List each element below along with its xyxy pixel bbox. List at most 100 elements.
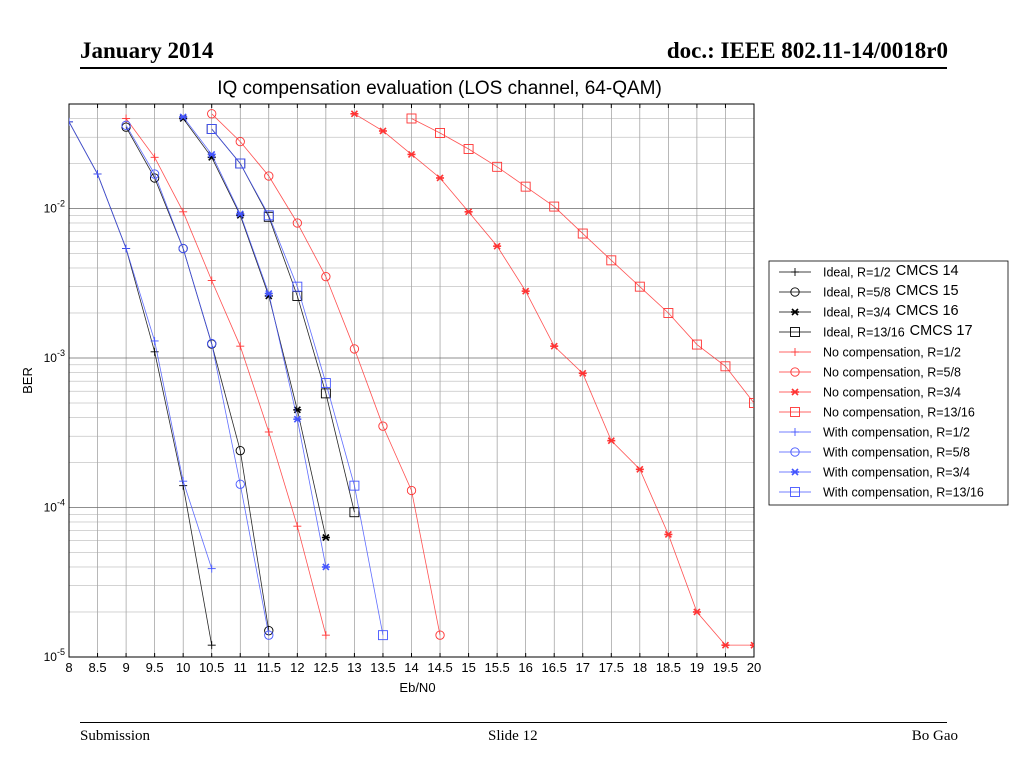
data-point [435,128,445,138]
legend-swatch-marker [790,447,800,457]
x-tick-label: 11.5 [257,660,281,675]
data-point [264,630,274,640]
data-point [206,124,217,134]
data-point [121,120,131,130]
x-tick-label: 11 [234,660,248,675]
series-10 [179,113,330,571]
series-line [411,118,754,404]
legend-label: No compensation, R=3/4 [823,386,961,400]
y-tick-label: 10-3 [44,348,65,365]
x-tick-label: 9 [122,660,129,675]
data-point [406,113,417,124]
data-point [207,338,217,349]
data-point [292,218,302,228]
data-point [122,244,131,253]
y-tick-label: 10-4 [44,497,65,514]
data-point [69,117,73,126]
x-tick-label: 19 [690,660,704,675]
legend-note: CMCS 15 [896,283,959,299]
series-7 [406,113,754,408]
data-point [349,507,360,518]
legend-swatch-marker [790,287,800,297]
x-axis-label: Eb/N0 [399,680,435,695]
legend-item: No compensation, R=3/4 [779,386,961,400]
footer-submission: Submission [80,728,151,744]
y-tick-label: 10-2 [44,198,65,215]
x-tick-label: 13.5 [370,660,395,675]
series-line [211,128,384,636]
legend-label: With compensation, R=5/8 [823,446,970,460]
x-tick-label: 14 [404,660,418,675]
data-point [292,281,303,292]
legend-label: No compensation, R=1/2 [823,346,961,360]
data-point [520,181,531,192]
data-point [321,631,330,640]
legend-swatch-marker [790,407,800,417]
legend-swatch-marker [791,428,799,436]
data-point [179,477,188,486]
data-point [750,641,754,649]
legend-label: With compensation, R=1/2 [823,426,970,440]
data-point [407,150,416,158]
legend-note: CMCS 17 [910,323,973,339]
series-8 [69,117,216,573]
x-tick-label: 18.5 [656,660,681,675]
data-point [207,150,216,158]
data-point [179,113,188,121]
data-point [436,174,445,182]
data-point [150,336,159,345]
legend-item: Ideal, R=5/8 CMCS 15 [779,283,959,300]
x-tick-label: 18 [633,660,647,675]
data-point [320,388,331,399]
data-point [549,201,560,212]
data-point [492,161,503,172]
legend-swatch-marker [790,367,800,377]
data-point [264,171,274,181]
series-line [211,113,441,636]
series-9 [121,120,274,640]
data-point [321,533,330,542]
data-point [207,109,217,119]
x-tick-label: 15.5 [484,660,509,675]
y-axis-label: BER [20,367,35,394]
data-point [577,228,588,239]
legend-item: No compensation, R=1/2 [779,346,961,360]
legend-item: Ideal, R=1/2 CMCS 14 [779,263,959,280]
data-point [207,564,216,573]
x-tick-label: 17.5 [599,660,624,675]
legend-label: With compensation, R=3/4 [823,466,970,480]
data-point [634,281,645,292]
series-6 [350,110,754,649]
legend-label: Ideal, R=13/16 [823,326,905,340]
data-point [178,243,188,254]
footer-slide-number: Slide 12 [488,728,538,744]
data-point [550,342,559,350]
x-tick-label: 14.5 [427,660,452,675]
data-point [150,347,159,356]
legend-note: CMCS 14 [896,263,959,279]
legend-item: With compensation, R=1/2 [779,426,970,440]
data-point [664,530,673,539]
data-point [293,415,302,423]
legend-item: Ideal, R=3/4 CMCS 16 [779,303,959,320]
x-tick-label: 16 [518,660,532,675]
data-point [378,127,387,135]
data-point [578,369,587,377]
legend-swatch-marker [791,388,799,396]
legend-swatch-marker [790,327,800,337]
data-point [321,272,331,282]
legend-box [768,260,1009,506]
data-point [263,210,274,221]
x-tick-label: 8.5 [89,660,107,675]
legend-swatch-marker [791,268,799,276]
header-doc-id: doc.: IEEE 802.11-14/0018r0 [666,38,948,63]
data-point [349,480,360,491]
series-line [182,118,327,538]
x-tick-label: 10.5 [199,660,224,675]
data-point [150,153,159,162]
y-tick-label: 10-5 [44,647,65,664]
legend-label: Ideal, R=1/2 [823,266,891,280]
data-point [493,242,502,250]
series-line [69,121,213,569]
data-point [349,344,360,354]
